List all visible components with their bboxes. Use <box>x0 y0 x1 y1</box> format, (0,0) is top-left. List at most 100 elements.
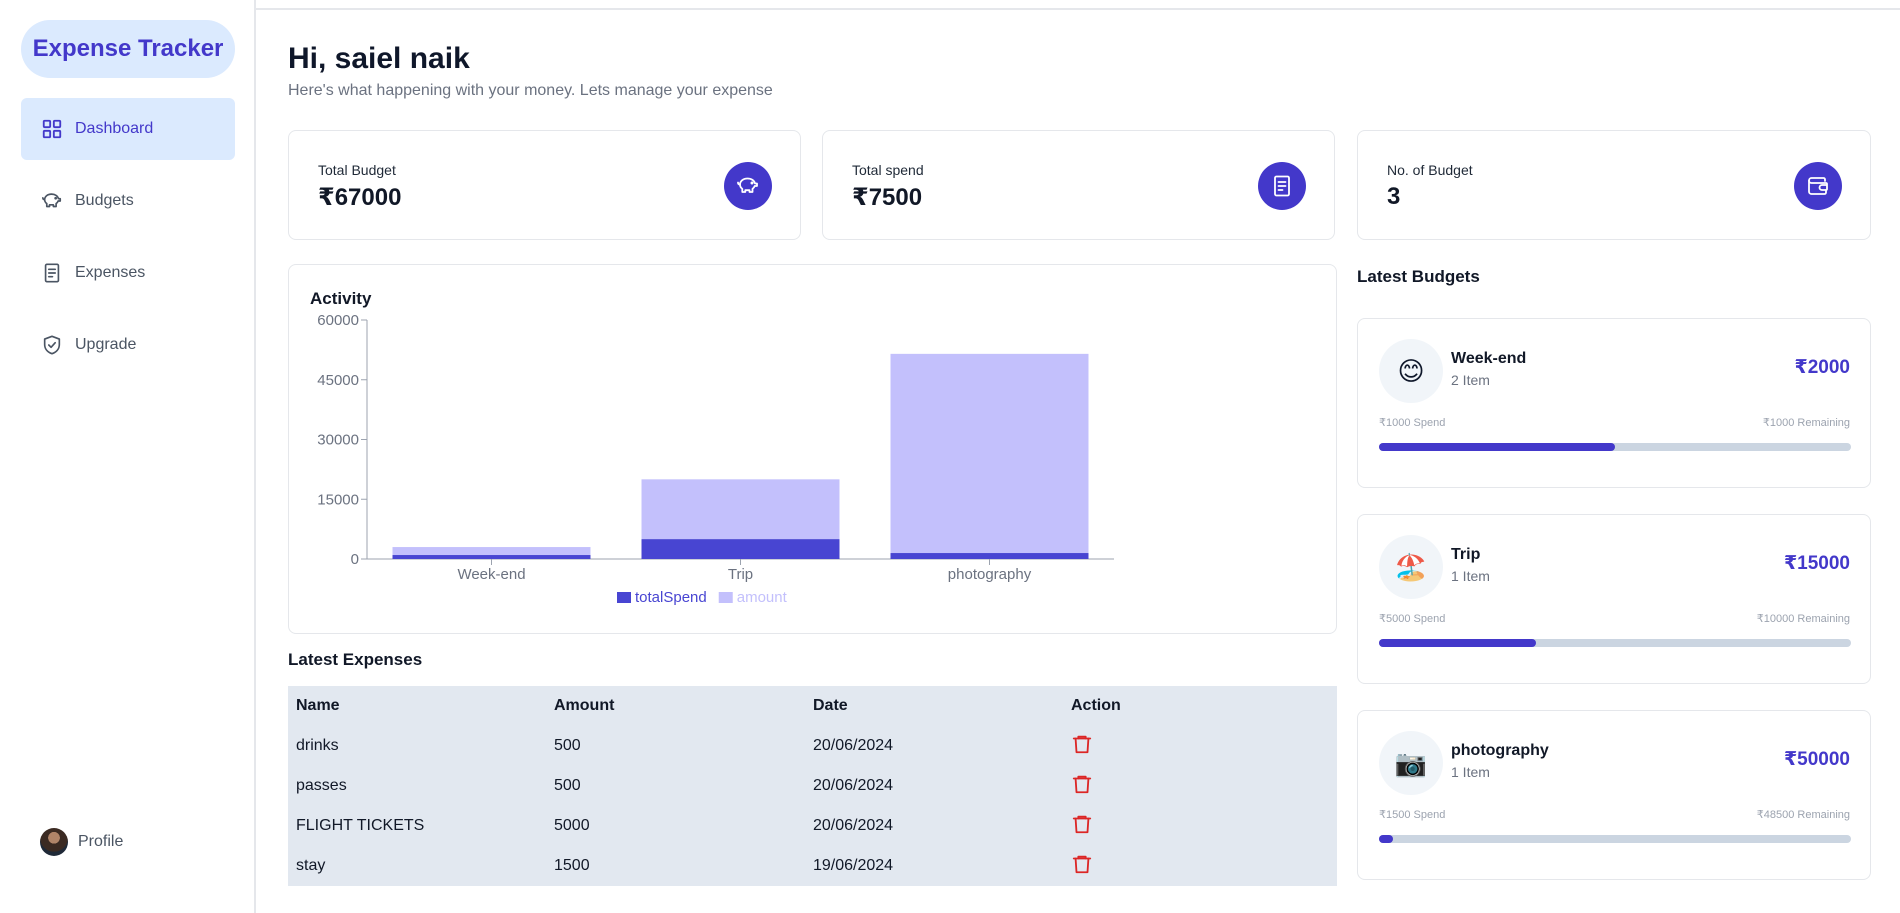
expense-date: 20/06/2024 <box>813 737 894 754</box>
budget-count-card: No. of Budget 3 <box>1357 130 1871 240</box>
card-label: Total Budget <box>318 162 396 178</box>
sidebar-item-dashboard[interactable]: Dashboard <box>21 98 235 160</box>
delete-expense-button[interactable] <box>1071 773 1093 800</box>
expense-amount: 500 <box>554 737 581 754</box>
budget-amount: ₹50000 <box>1783 749 1850 770</box>
budget-amount: ₹2000 <box>1794 357 1851 378</box>
budget-name: Week-end <box>1451 350 1527 367</box>
budget-name: Trip <box>1451 546 1481 563</box>
x-tick-label: photography <box>948 566 1032 583</box>
latest-expenses-title: Latest Expenses <box>288 650 423 669</box>
grid-icon <box>42 119 62 139</box>
page-title: Hi, saiel naik <box>288 42 470 75</box>
legend-label-totalSpend: totalSpend <box>635 589 707 606</box>
expense-amount: 5000 <box>554 817 590 834</box>
avatar <box>40 828 68 856</box>
bar-totalSpend-photography <box>890 553 1089 559</box>
latest-budgets-title: Latest Budgets <box>1357 267 1480 286</box>
sidebar-item-label: Upgrade <box>75 336 137 353</box>
delete-expense-button[interactable] <box>1071 813 1093 840</box>
budget-item-count: 1 Item <box>1451 764 1490 780</box>
wallet-icon <box>1808 177 1828 195</box>
expense-amount: 500 <box>554 777 581 794</box>
activity-title: Activity <box>310 289 372 308</box>
total-spend-card: Total spend ₹7500 <box>822 130 1335 240</box>
budget-item-count: 2 Item <box>1451 372 1490 388</box>
table-header-row: Name Amount Date Action <box>288 686 1337 726</box>
sidebar-item-budgets[interactable]: Budgets <box>21 170 235 232</box>
sidebar-item-label: Dashboard <box>75 120 154 137</box>
legend-swatch-amount <box>718 592 733 603</box>
sidebar-item-label: Expenses <box>75 264 146 281</box>
column-header-date: Date <box>813 697 848 714</box>
shield-check-icon <box>43 335 61 355</box>
budget-progress-track <box>1379 835 1851 843</box>
y-tick-label: 60000 <box>317 312 359 329</box>
expense-amount: 1500 <box>554 857 590 874</box>
budget-emoji-icon: 😊 <box>1379 339 1443 403</box>
trash-icon[interactable] <box>1071 853 1093 875</box>
budget-card-week-end[interactable]: 😊 Week-end 2 Item ₹2000 ₹1000 Spend ₹100… <box>1357 318 1871 488</box>
budget-spend: ₹1000 Spend <box>1379 417 1446 429</box>
budget-card-trip[interactable]: 🏖️ Trip 1 Item ₹15000 ₹5000 Spend ₹10000… <box>1357 514 1871 684</box>
table-row: passes 500 20/06/2024 <box>288 766 1337 806</box>
x-tick-label: Week-end <box>457 566 525 583</box>
budget-remaining: ₹10000 Remaining <box>1756 613 1850 625</box>
budget-remaining: ₹1000 Remaining <box>1762 417 1850 429</box>
expense-name: passes <box>296 777 347 794</box>
y-tick-label: 15000 <box>317 491 359 508</box>
activity-panel: Activity 0 15000 30000 45000 60000 Week-end Tr… <box>288 264 1337 634</box>
budget-card-photography[interactable]: 📷 photography 1 Item ₹50000 ₹1500 Spend … <box>1357 710 1871 880</box>
budget-item-count: 1 Item <box>1451 568 1490 584</box>
bar-amount-trip <box>641 479 840 540</box>
column-header-action: Action <box>1071 697 1121 714</box>
piggy-bank-icon <box>42 193 62 208</box>
sidebar-item-upgrade[interactable]: Upgrade <box>21 314 235 376</box>
card-value: ₹7500 <box>852 184 923 211</box>
expenses-table: Name Amount Date Action drinks 500 20/06… <box>288 686 1337 886</box>
card-value: 3 <box>1387 183 1401 210</box>
budget-emoji-icon: 📷 <box>1379 731 1443 795</box>
delete-expense-button[interactable] <box>1071 733 1093 760</box>
budget-progress-track <box>1379 639 1851 647</box>
sidebar-item-expenses[interactable]: Expenses <box>21 242 235 304</box>
bar-amount-week-end <box>392 547 591 556</box>
bar-totalSpend-week-end <box>392 555 591 559</box>
card-label: No. of Budget <box>1387 162 1473 178</box>
y-tick-label: 45000 <box>317 372 359 389</box>
expense-date: 20/06/2024 <box>813 817 894 834</box>
card-icon-circle <box>1258 162 1306 210</box>
delete-expense-button[interactable] <box>1071 853 1093 880</box>
expense-name: FLIGHT TICKETS <box>296 817 425 834</box>
trash-icon[interactable] <box>1071 773 1093 795</box>
page-subtitle: Here's what happening with your money. L… <box>288 82 773 99</box>
bar-totalSpend-trip <box>641 539 840 559</box>
sidebar-item-label: Budgets <box>75 192 134 209</box>
profile-label: Profile <box>78 833 124 850</box>
budget-amount: ₹15000 <box>1783 553 1850 574</box>
budget-progress-fill <box>1379 443 1615 451</box>
legend-label-amount: amount <box>737 589 788 606</box>
budget-name: photography <box>1451 742 1549 759</box>
piggy-bank-icon <box>737 177 758 193</box>
y-tick-label: 30000 <box>317 432 359 449</box>
card-value: ₹67000 <box>318 184 402 211</box>
bar-amount-photography <box>890 353 1089 554</box>
profile-button[interactable]: Profile <box>40 828 123 856</box>
column-header-name: Name <box>296 697 340 714</box>
receipt-icon <box>1274 175 1290 197</box>
expense-date: 20/06/2024 <box>813 777 894 794</box>
card-icon-circle <box>724 162 772 210</box>
trash-icon[interactable] <box>1071 733 1093 755</box>
receipt-icon <box>44 263 60 283</box>
top-header-bar <box>256 0 1900 10</box>
y-tick-label: 0 <box>351 551 359 568</box>
table-row: FLIGHT TICKETS 5000 20/06/2024 <box>288 806 1337 846</box>
total-budget-card: Total Budget ₹67000 <box>288 130 801 240</box>
sidebar: Expense Tracker Dashboard Budgets Expens… <box>0 0 256 913</box>
app-logo[interactable]: Expense Tracker <box>21 20 235 78</box>
trash-icon[interactable] <box>1071 813 1093 835</box>
budget-emoji-icon: 🏖️ <box>1379 535 1443 599</box>
expense-name: stay <box>296 857 326 874</box>
expense-name: drinks <box>296 737 339 754</box>
